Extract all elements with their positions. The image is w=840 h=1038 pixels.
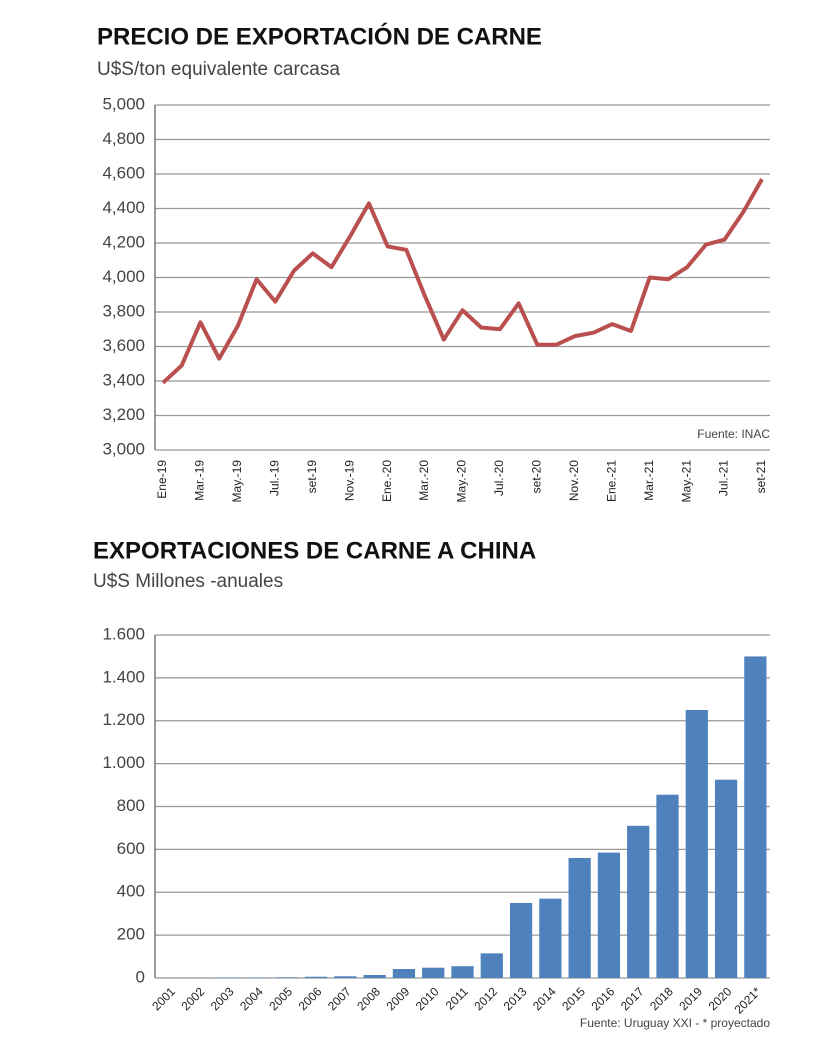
y-tick-label: 3,000: [102, 439, 145, 458]
annotation: Fuente: INAC: [697, 427, 770, 441]
y-tick-label: 4,200: [102, 232, 145, 251]
x-tick-label: 2010: [413, 984, 442, 1013]
x-tick-label: Jul.-20: [492, 460, 506, 496]
bar: [334, 976, 357, 978]
bar: [714, 779, 738, 978]
x-tick-label: 2020: [706, 984, 735, 1013]
x-tick-label: set-19: [305, 460, 319, 494]
x-tick-label: 2008: [354, 984, 383, 1013]
y-tick-label: 1.200: [102, 710, 145, 729]
x-tick-label: 2009: [384, 984, 413, 1013]
y-tick-label: 400: [117, 882, 145, 901]
x-tick-label: Nov.-20: [567, 460, 581, 501]
x-tick-label: 2001: [149, 984, 178, 1013]
x-tick-label: 2012: [471, 984, 500, 1013]
y-tick-label: 5,000: [102, 94, 145, 113]
bar: [422, 967, 445, 978]
y-tick-label: 800: [117, 796, 145, 815]
bar: [656, 794, 679, 978]
x-tick-label: 2015: [559, 984, 588, 1013]
x-tick-label: 2002: [179, 984, 208, 1013]
y-tick-label: 3,600: [102, 336, 145, 355]
x-tick-label: 2018: [647, 984, 676, 1013]
bar: [392, 968, 416, 978]
bar: [480, 953, 503, 978]
y-tick-label: 4,800: [102, 129, 145, 148]
chart-subtitle: U$S/ton equivalente carcasa: [97, 59, 340, 80]
y-tick-label: 0: [136, 967, 145, 986]
y-tick-label: 3,800: [102, 301, 145, 320]
bar: [744, 656, 767, 978]
chart-subtitle: U$S Millones -anuales: [93, 571, 283, 592]
y-tick-label: 1.000: [102, 753, 145, 772]
x-tick-label: 2017: [618, 984, 647, 1013]
bar: [685, 710, 708, 978]
x-tick-label: May.-21: [679, 460, 693, 503]
x-tick-label: Ene.-20: [380, 460, 394, 502]
y-tick-label: 200: [117, 925, 145, 944]
x-tick-label: May.-20: [455, 460, 469, 503]
bar: [539, 898, 562, 978]
x-tick-label: Jul.-19: [267, 460, 281, 496]
bar: [597, 852, 621, 978]
y-tick-label: 4,000: [102, 267, 145, 286]
y-tick-label: 600: [117, 839, 145, 858]
line: [161, 178, 764, 385]
x-tick-label: Mar.-21: [642, 460, 656, 501]
x-tick-label: Jul.-21: [717, 460, 731, 496]
x-tick-label: 2005: [266, 984, 295, 1013]
x-tick-label: May.-19: [230, 460, 244, 503]
y-tick-label: 4,600: [102, 163, 145, 182]
chart-title: PRECIO DE EXPORTACIÓN DE CARNE: [97, 22, 542, 50]
y-tick-label: 4,400: [102, 198, 145, 217]
x-tick-label: 2014: [530, 984, 559, 1013]
x-tick-label: 2004: [237, 984, 266, 1013]
x-tick-label: 2007: [325, 984, 354, 1013]
bar: [509, 902, 533, 978]
y-tick-label: 3,400: [102, 370, 145, 389]
x-tick-label: 2021*: [732, 984, 764, 1016]
x-tick-label: 2019: [676, 984, 705, 1013]
bar: [451, 966, 474, 978]
x-tick-label: set-21: [754, 460, 768, 494]
y-tick-label: 1.600: [102, 624, 145, 643]
x-tick-label: Mar.-19: [193, 460, 207, 501]
bar: [275, 977, 298, 978]
x-tick-label: 2003: [208, 984, 237, 1013]
x-tick-label: Ene-19: [155, 460, 169, 499]
x-tick-label: 2016: [589, 984, 618, 1013]
x-tick-label: 2006: [296, 984, 325, 1013]
x-tick-label: Mar.-20: [417, 460, 431, 501]
y-tick-label: 3,200: [102, 405, 145, 424]
bar: [627, 825, 650, 978]
bar: [304, 976, 328, 978]
x-tick-label: 2013: [501, 984, 530, 1013]
chart-title: EXPORTACIONES DE CARNE A CHINA: [93, 537, 536, 564]
annotation: Fuente: Uruguay XXI - * proyectado: [580, 1016, 770, 1030]
x-tick-label: 2011: [443, 984, 471, 1012]
x-tick-label: set-20: [530, 460, 544, 494]
y-tick-label: 1.400: [102, 667, 145, 686]
bar: [363, 974, 386, 978]
x-tick-label: Ene.-21: [604, 460, 618, 502]
bar: [568, 857, 591, 978]
x-tick-label: Nov.-19: [342, 460, 356, 501]
